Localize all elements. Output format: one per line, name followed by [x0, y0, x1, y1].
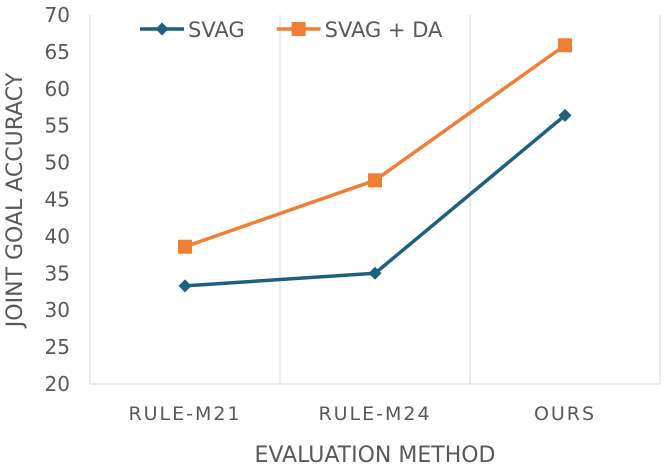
y-tick-label: 65	[45, 40, 70, 64]
legend: SVAG SVAG + DA	[140, 18, 443, 42]
y-tick-label: 35	[45, 261, 70, 285]
legend-label: SVAG	[188, 18, 245, 42]
data-point	[178, 239, 192, 254]
data-point	[368, 266, 382, 280]
y-tick-label: 70	[45, 3, 70, 27]
x-tick-label: RULE-M24	[318, 403, 431, 425]
x-tick-labels: RULE-M21 RULE-M24 OURS	[128, 403, 596, 425]
legend-label: SVAG + DA	[325, 18, 443, 42]
x-tick-label: OURS	[534, 403, 596, 425]
data-point	[178, 279, 192, 293]
y-tick-labels: 20 25 30 35 40 45 50 55 60 65 70	[45, 3, 70, 396]
x-tick-label: RULE-M21	[128, 403, 241, 425]
data-point	[558, 108, 572, 122]
series-line	[184, 114, 567, 288]
y-tick-label: 60	[45, 77, 70, 101]
grid-lines	[279, 15, 471, 384]
series-1	[178, 108, 572, 293]
y-axis-title: JOINT GOAL ACCURACY	[3, 72, 28, 329]
y-tick-label: 20	[45, 372, 70, 396]
y-tick-label: 45	[45, 188, 70, 212]
y-tick-label: 55	[45, 114, 70, 138]
y-tick-label: 40	[45, 224, 70, 248]
series-line	[184, 43, 567, 249]
data-point	[558, 38, 572, 53]
x-axis-title: EVALUATION METHOD	[254, 443, 495, 468]
y-tick-label: 50	[45, 151, 70, 175]
y-tick-label: 25	[45, 335, 70, 359]
legend-item-1: SVAG	[140, 18, 245, 42]
legend-marker	[291, 22, 306, 36]
axis-lines	[89, 15, 661, 385]
legend-marker	[155, 22, 169, 36]
series-group	[178, 38, 572, 293]
legend-item-2: SVAG + DA	[276, 18, 443, 42]
y-tick-label: 30	[45, 298, 70, 322]
series-2	[178, 38, 572, 254]
data-point	[368, 173, 382, 188]
